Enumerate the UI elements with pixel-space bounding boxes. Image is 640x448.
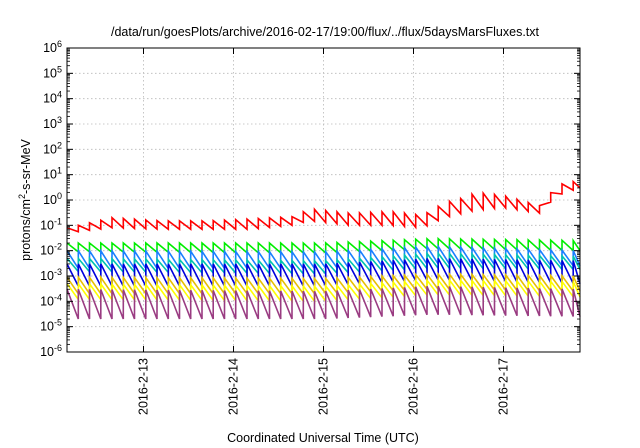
- y-tick-label: 10-6: [40, 343, 62, 359]
- x-tick-label: 2016-2-16: [407, 358, 421, 415]
- y-tick-base: 10: [43, 193, 57, 207]
- series-line-8: [66, 285, 581, 320]
- y-axis-label-sup: 2: [17, 194, 27, 199]
- y-tick-base: 10: [43, 66, 57, 80]
- y-tick-base: 10: [40, 269, 54, 283]
- y-tick-base: 10: [40, 244, 54, 258]
- y-tick-exponent: 2: [57, 140, 62, 150]
- y-tick-label: 10-5: [40, 318, 62, 334]
- y-tick-base: 10: [40, 320, 54, 334]
- x-tick-label: 2016-2-17: [497, 358, 511, 415]
- y-tick-labels: 10-610-510-410-310-210-11001011021031041…: [40, 39, 62, 359]
- y-tick-exponent: -1: [54, 216, 62, 226]
- series-line-1: [66, 179, 581, 233]
- y-tick-exponent: 4: [57, 90, 62, 100]
- y-tick-label: 103: [43, 115, 62, 131]
- y-tick-label: 104: [43, 90, 62, 106]
- y-tick-exponent: 6: [57, 39, 62, 49]
- y-tick-label: 106: [43, 39, 62, 55]
- y-axis-label: protons/cm2-s-sr-MeV: [17, 138, 33, 260]
- y-tick-label: 10-4: [40, 292, 62, 308]
- axis-ticks: [67, 47, 580, 353]
- y-axis-label-suffix: -s-sr-MeV: [19, 138, 33, 194]
- y-tick-exponent: 3: [57, 115, 62, 125]
- y-tick-exponent: -2: [54, 242, 62, 252]
- y-tick-exponent: 1: [57, 166, 62, 176]
- y-tick-base: 10: [40, 218, 54, 232]
- x-tick-labels: 2016-2-13 2016-2-14 2016-2-15 2016-2-16 2016…: [137, 358, 511, 415]
- y-tick-exponent: 0: [57, 191, 62, 201]
- y-tick-base: 10: [43, 92, 57, 106]
- y-tick-exponent: -4: [54, 292, 62, 302]
- y-tick-exponent: -5: [54, 318, 62, 328]
- y-tick-label: 10-1: [40, 216, 62, 232]
- y-tick-label: 102: [43, 140, 62, 156]
- y-tick-base: 10: [40, 294, 54, 308]
- x-tick-label: 2016-2-15: [317, 358, 331, 415]
- y-tick-label: 10-3: [40, 267, 62, 283]
- series-layer: [66, 179, 581, 320]
- x-tick-label: 2016-2-13: [137, 358, 151, 415]
- x-tick-label: 2016-2-14: [227, 358, 241, 415]
- y-tick-label: 105: [43, 64, 62, 80]
- chart-title: /data/run/goesPlots/archive/2016-02-17/1…: [111, 25, 540, 39]
- y-tick-label: 101: [43, 166, 62, 182]
- y-tick-base: 10: [43, 117, 57, 131]
- y-tick-base: 10: [40, 345, 54, 359]
- y-tick-label: 10-2: [40, 242, 62, 258]
- y-tick-label: 100: [43, 191, 62, 207]
- y-tick-exponent: -3: [54, 267, 62, 277]
- y-tick-base: 10: [43, 142, 57, 156]
- y-tick-exponent: 5: [57, 64, 62, 74]
- grid-lines: [67, 47, 580, 353]
- x-axis-label: Coordinated Universal Time (UTC): [227, 431, 419, 445]
- y-tick-exponent: -6: [54, 343, 62, 353]
- y-axis-label-prefix: protons/cm: [19, 199, 33, 261]
- y-tick-base: 10: [43, 41, 57, 55]
- y-tick-base: 10: [43, 168, 57, 182]
